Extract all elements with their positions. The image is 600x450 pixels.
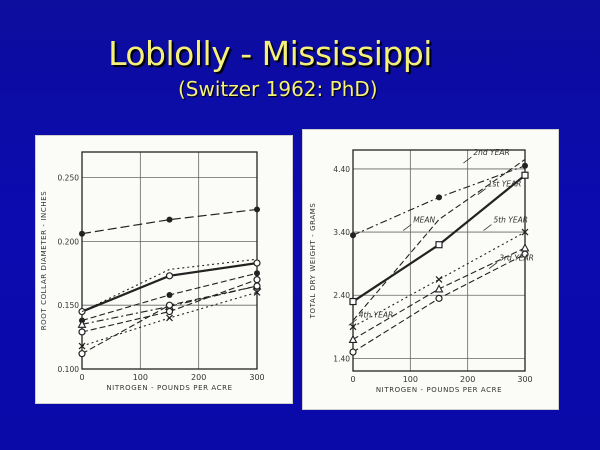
x-tick-label: 0	[79, 373, 84, 382]
dry-weight-chart: 0 100 200 300 1.40 2.40 3.40 4.40 NITROGEN - POU…	[309, 148, 534, 394]
data-point-s1-p1	[436, 194, 442, 201]
series-1	[78, 259, 261, 316]
grid	[81, 152, 258, 370]
data-point-s0-p1	[166, 216, 173, 223]
series-2	[349, 171, 529, 306]
data-point-s6-p1	[166, 314, 173, 322]
series-1	[350, 162, 528, 239]
data-point-s4-p0	[348, 334, 358, 343]
data-point-s5-p0	[78, 328, 86, 336]
root-collar-chart: 0 100 200 300 0.100 0.150 0.200 0.250 NITROGEN -…	[40, 151, 265, 392]
data-point-s2-p1	[166, 291, 173, 298]
data-point-s2-p2	[254, 270, 260, 277]
data-point-s4-p0	[77, 319, 87, 328]
x-axis-label: NITROGEN - POUNDS PER ACRE	[376, 386, 502, 394]
series-label-leader	[483, 224, 492, 231]
x-tick-label: 200	[460, 375, 475, 384]
series-label: 1st YEAR	[488, 180, 522, 189]
data-point-s3-p0	[349, 323, 357, 331]
data-point-s4-p2	[520, 243, 530, 252]
series-label: 3rd YEAR	[499, 254, 534, 263]
data-point-s0-p0	[79, 230, 85, 237]
data-point-s5-p0	[349, 348, 357, 356]
plot-frame	[81, 151, 258, 370]
y-tick-label: 3.40	[333, 228, 350, 237]
root-collar-chart-panel: 0 100 200 300 0.100 0.150 0.200 0.250 NITROGEN -…	[36, 136, 292, 403]
series-line-0	[352, 159, 526, 321]
x-tick-label: 100	[403, 375, 418, 384]
series-label-leader	[463, 156, 472, 164]
series-5	[349, 250, 529, 356]
x-tick-label: 300	[517, 375, 532, 384]
data-point-s3-p2	[521, 228, 529, 236]
series-3	[349, 228, 529, 331]
y-tick-label: 0.250	[58, 174, 80, 183]
series-0	[79, 206, 260, 237]
series-line-5	[81, 279, 258, 333]
data-point-s1-p0	[350, 232, 356, 239]
data-point-s1-p2	[253, 259, 261, 267]
series-2	[79, 270, 260, 324]
series-3	[81, 258, 258, 313]
series-label-leader	[488, 262, 498, 269]
y-axis-label: ROOT COLLAR DIAMETER - INCHES	[40, 191, 48, 331]
series-line-1	[352, 165, 526, 236]
y-tick-label: 2.40	[333, 291, 350, 300]
data-point-s6-p0	[78, 342, 86, 350]
data-point-s1-p2	[522, 162, 528, 169]
series-label-leader	[477, 188, 486, 195]
series-label: 5th YEAR	[493, 216, 528, 225]
data-point-s5-p2	[253, 276, 261, 284]
y-tick-label: 0.100	[58, 365, 80, 374]
y-tick-label: 0.150	[58, 301, 80, 310]
data-point-s6-p2	[253, 288, 261, 296]
data-point-s7-p1	[165, 301, 174, 309]
series-line-3	[81, 258, 258, 313]
x-tick-label: 300	[249, 373, 264, 382]
x-tick-label: 100	[133, 373, 148, 382]
data-point-s5-p1	[435, 294, 443, 302]
data-point-s7-p2	[253, 282, 261, 290]
y-tick-label: 1.40	[333, 354, 350, 363]
dry-weight-chart-panel: 0 100 200 300 1.40 2.40 3.40 4.40 NITROGEN - POU…	[303, 130, 558, 409]
x-tick-label: 200	[191, 373, 206, 382]
series-label-leader	[402, 224, 412, 231]
series-line-5	[352, 253, 526, 353]
data-point-s1-p1	[165, 272, 174, 280]
data-point-s2-p1	[435, 241, 443, 249]
series-label: 2nd YEAR	[473, 148, 509, 157]
x-tick-label: 0	[350, 375, 355, 384]
series-line-2	[352, 174, 526, 303]
series-label: 4th YEAR	[359, 310, 394, 319]
slide-title: Loblolly - Mississippi	[108, 34, 432, 73]
x-axis-label: NITROGEN - POUNDS PER ACRE	[106, 384, 232, 392]
y-tick-label: 0.200	[58, 237, 80, 246]
series-line-0	[81, 208, 258, 235]
series-0	[352, 159, 526, 321]
data-point-s5-p1	[165, 307, 174, 316]
series-7	[78, 282, 261, 358]
slide-subtitle: (Switzer 1962: PhD)	[178, 77, 378, 101]
data-point-s4-p1	[434, 284, 444, 293]
y-axis-label: TOTAL DRY WEIGHT - GRAMS	[309, 203, 317, 320]
series-label-leader	[348, 319, 357, 326]
data-point-s1-p0	[78, 307, 86, 316]
data-point-s5-p2	[521, 250, 529, 258]
series-label: MEAN	[413, 216, 435, 225]
data-point-s0-p2	[254, 206, 260, 213]
y-tick-label: 4.40	[333, 165, 350, 174]
data-point-s2-p2	[521, 171, 529, 179]
data-point-s2-p0	[349, 297, 357, 306]
series-6	[78, 288, 261, 350]
plot-frame	[352, 149, 526, 372]
data-point-s3-p1	[435, 276, 443, 283]
data-point-s7-p0	[78, 350, 86, 358]
